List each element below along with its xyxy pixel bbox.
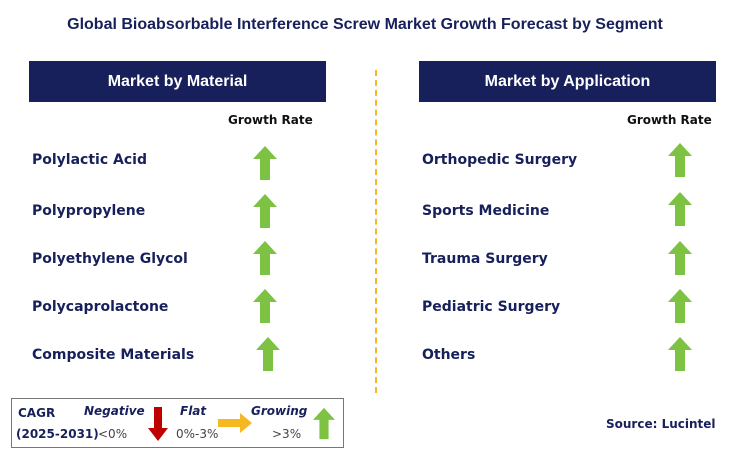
legend-negative-range: <0% (98, 427, 128, 441)
material-growth-rate-label: Growth Rate (228, 113, 313, 127)
arrow-up-icon (668, 337, 692, 371)
application-row-label: Trauma Surgery (422, 251, 548, 267)
source-label: Source: Lucintel (606, 417, 716, 431)
legend-growing-label: Growing (251, 404, 308, 418)
arrow-up-icon (668, 192, 692, 226)
application-row-label: Pediatric Surgery (422, 299, 561, 315)
application-panel-header: Market by Application (419, 61, 716, 102)
arrow-up-icon (253, 289, 277, 323)
arrow-up-icon (253, 146, 277, 180)
application-row-label: Others (422, 347, 476, 363)
cagr-legend: CAGR (2025-2031) Negative <0% Flat 0%-3%… (11, 398, 344, 448)
application-header-label: Market by Application (484, 72, 651, 90)
arrow-right-icon (218, 413, 252, 433)
legend-cagr-label: CAGR (18, 406, 56, 420)
arrow-up-icon (668, 289, 692, 323)
arrow-up-icon (313, 407, 335, 440)
material-row-label: Polyethylene Glycol (32, 251, 188, 267)
page-title: Global Bioabsorbable Interference Screw … (67, 16, 663, 33)
material-row-label: Polypropylene (32, 203, 146, 219)
arrow-up-icon (256, 337, 280, 371)
material-row-label: Composite Materials (32, 347, 195, 363)
material-header-label: Market by Material (107, 72, 248, 90)
legend-flat-label: Flat (180, 404, 207, 418)
application-row-label: Orthopedic Surgery (422, 152, 578, 168)
arrow-up-icon (253, 194, 277, 228)
arrow-up-icon (668, 143, 692, 177)
arrow-up-icon (253, 241, 277, 275)
arrow-up-icon (668, 241, 692, 275)
application-row-label: Sports Medicine (422, 203, 550, 219)
legend-period-label: (2025-2031) (16, 427, 99, 441)
material-row-label: Polylactic Acid (32, 152, 147, 168)
panel-divider (375, 70, 377, 393)
legend-growing-range: >3% (272, 427, 302, 441)
material-panel-header: Market by Material (29, 61, 326, 102)
application-growth-rate-label: Growth Rate (627, 113, 712, 127)
legend-negative-label: Negative (84, 404, 145, 418)
legend-flat-range: 0%-3% (176, 427, 219, 441)
arrow-down-icon (148, 407, 168, 441)
material-row-label: Polycaprolactone (32, 299, 169, 315)
